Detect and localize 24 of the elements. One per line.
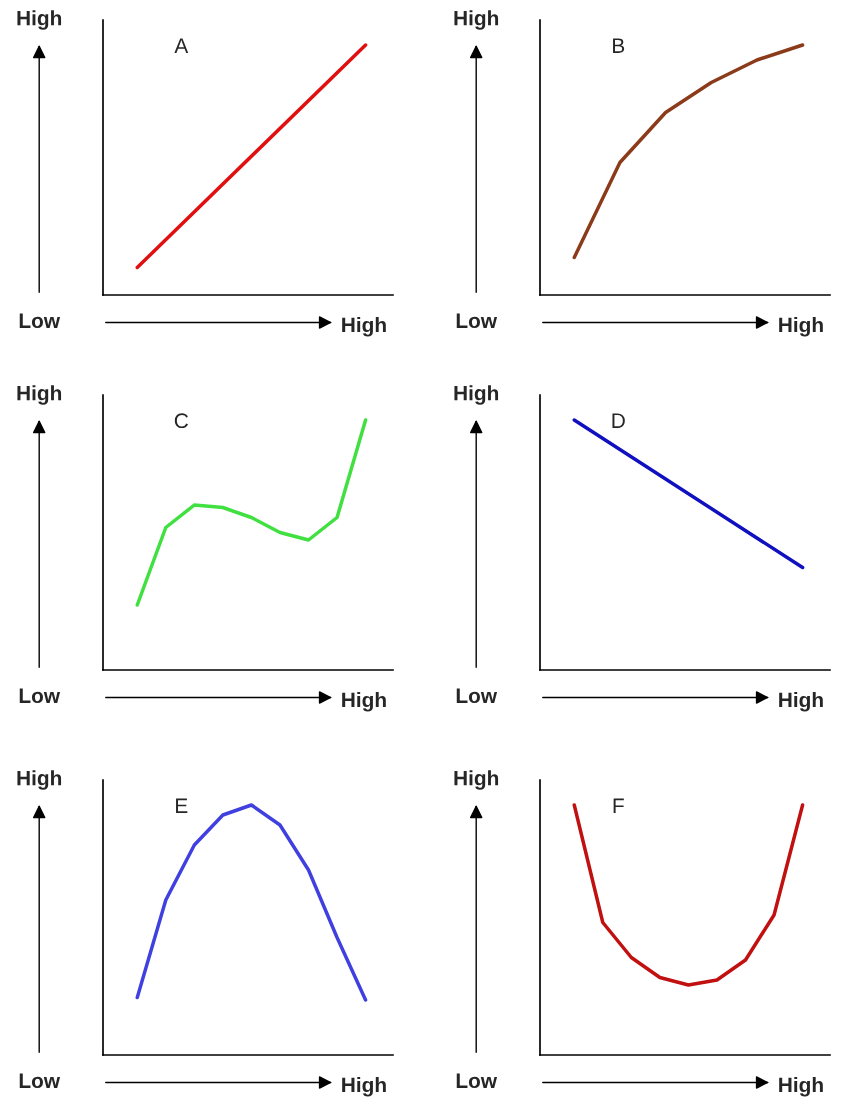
- text: Low: [19, 688, 61, 704]
- y-axis-title: High: [17, 385, 62, 405]
- y-axis-title: High: [454, 10, 499, 30]
- x-axis-title: High: [342, 692, 386, 712]
- text: Low: [456, 688, 498, 704]
- x-axis-title: High: [342, 317, 386, 337]
- chart-title: B: [613, 38, 625, 53]
- text: Low: [19, 313, 61, 329]
- chart-title: C: [174, 413, 189, 429]
- x-axis-title: High: [779, 317, 823, 337]
- x-axis-title: High: [779, 692, 823, 712]
- chart-title: E: [176, 798, 188, 813]
- x-axis-title: High: [342, 1077, 386, 1097]
- y-axis-title: High: [17, 770, 62, 790]
- y-axis-title: High: [17, 10, 62, 30]
- chart-title: A: [174, 38, 189, 53]
- y-axis-title: High: [454, 770, 499, 790]
- chart-title: F: [613, 798, 624, 813]
- text: Low: [19, 1073, 61, 1089]
- text: Low: [456, 313, 498, 329]
- y-axis-title: High: [454, 385, 499, 405]
- chart-title: D: [612, 413, 625, 428]
- text: Low: [456, 1073, 498, 1089]
- x-axis-title: High: [779, 1077, 823, 1097]
